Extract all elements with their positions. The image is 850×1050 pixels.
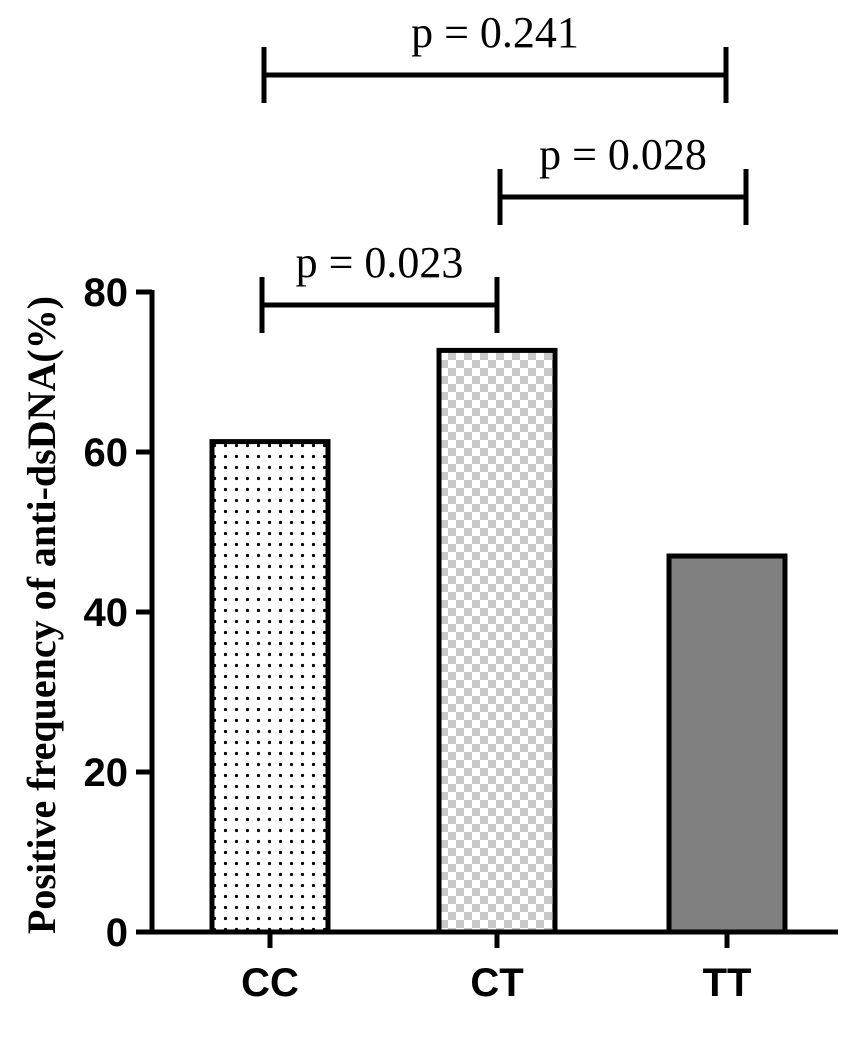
y-tick-label-80: 80 xyxy=(84,271,129,315)
bars-group xyxy=(209,347,788,935)
axes-group: 0 20 40 60 80 CC CT TT xyxy=(84,271,838,1005)
y-tick-label-0: 0 xyxy=(106,911,128,955)
x-tick-label-cc: CC xyxy=(241,961,299,1005)
p-value-label-3: p = 0.241 xyxy=(411,8,579,57)
x-tick-label-ct: CT xyxy=(470,961,523,1005)
bar-tt xyxy=(666,553,788,935)
significance-bracket-2: p = 0.028 xyxy=(497,130,749,225)
bar-cc xyxy=(209,439,331,935)
p-value-label-1: p = 0.023 xyxy=(296,238,464,287)
y-tick-label-40: 40 xyxy=(84,591,129,635)
bar-ct xyxy=(436,347,558,935)
significance-bracket-1: p = 0.023 xyxy=(259,238,500,333)
y-tick-label-20: 20 xyxy=(84,751,129,795)
significance-bracket-3: p = 0.241 xyxy=(261,8,729,103)
p-value-label-2: p = 0.028 xyxy=(539,130,707,179)
y-axis-title: Positive frequency of anti-dsDNA(%) xyxy=(19,296,64,934)
significance-group: p = 0.023 p = 0.028 p = 0.241 xyxy=(259,8,749,333)
y-tick-label-60: 60 xyxy=(84,431,129,475)
x-tick-label-tt: TT xyxy=(703,961,752,1005)
